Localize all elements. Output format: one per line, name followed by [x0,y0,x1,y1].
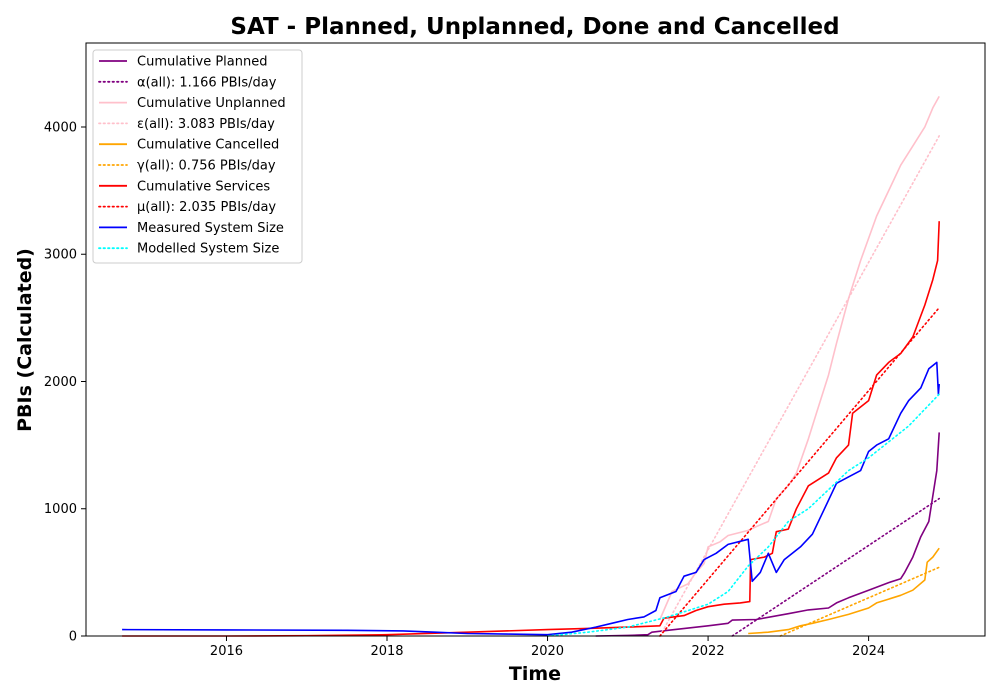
x-tick-label: 2018 [370,644,403,659]
y-tick-label: 0 [69,630,77,645]
legend-label: γ(all): 0.756 PBIs/day [137,159,276,174]
legend-entry-modelled-system-size: Modelled System Size [98,242,279,257]
legend-entry-all-2-035-pbis-day: μ(all): 2.035 PBIs/day [98,200,276,215]
legend: Cumulative Planned α(all): 1.166 PBIs/day… [92,49,303,264]
legend-entry-measured-system-size: Measured System Size [99,221,284,236]
legend-entry-cumulative-unplanned: Cumulative Unplanned [99,96,286,111]
y-tick-label: 3000 [44,248,77,263]
legend-label: Cumulative Planned [137,55,267,70]
y-tick-label: 2000 [44,375,77,390]
legend-label: α(all): 1.166 PBIs/day [137,75,277,90]
series-line-all-3-083-pbis-day [659,135,940,637]
series-line-cumulative-unplanned [659,96,940,620]
plot-lines [122,96,940,637]
x-tick-label: 2022 [692,644,725,659]
x-tick-label: 2020 [531,644,564,659]
series-line-cumulative-planned [595,432,940,637]
plot-frame [85,42,986,637]
legend-label: μ(all): 2.035 PBIs/day [137,200,276,215]
series-line-all-0-756-pbis-day [779,566,940,637]
series-line-all-2-035-pbis-day [659,306,940,637]
series-line-modelled-system-size [546,393,940,637]
legend-entry-all-0-756-pbis-day: γ(all): 0.756 PBIs/day [98,159,276,174]
legend-label: Cumulative Unplanned [137,96,286,111]
legend-items: Cumulative Planned α(all): 1.166 PBIs/day… [98,55,286,257]
series-line-cumulative-services [122,221,940,637]
x-tick-label: 2016 [210,644,243,659]
legend-label: ε(all): 3.083 PBIs/day [137,117,275,132]
chart-title: SAT - Planned, Unplanned, Done and Cance… [230,14,839,40]
legend-entry-cumulative-cancelled: Cumulative Cancelled [99,138,279,153]
series-line-measured-system-size [122,361,940,636]
legend-label: Cumulative Services [137,179,270,194]
legend-entry-all-3-083-pbis-day: ε(all): 3.083 PBIs/day [98,117,275,132]
legend-label: Modelled System Size [137,242,279,257]
legend-entry-cumulative-services: Cumulative Services [99,179,270,194]
y-axis-ticks: 0 1000 2000 3000 4000 [44,120,86,645]
x-tick-label: 2024 [852,644,885,659]
x-axis-label: Time [509,663,561,685]
legend-entry-cumulative-planned: Cumulative Planned [99,55,267,70]
y-tick-label: 1000 [44,502,77,517]
legend-entry-all-1-166-pbis-day: α(all): 1.166 PBIs/day [98,75,277,90]
y-axis-label: PBIs (Calculated) [14,248,36,432]
series-line-all-1-166-pbis-day [731,497,940,637]
y-tick-label: 4000 [44,120,77,135]
legend-label: Measured System Size [137,221,284,236]
legend-box [92,49,303,264]
legend-label: Cumulative Cancelled [137,138,279,153]
x-axis-ticks: 2016 2018 2020 2022 2024 [210,636,885,659]
series-line-cumulative-cancelled [748,547,940,635]
